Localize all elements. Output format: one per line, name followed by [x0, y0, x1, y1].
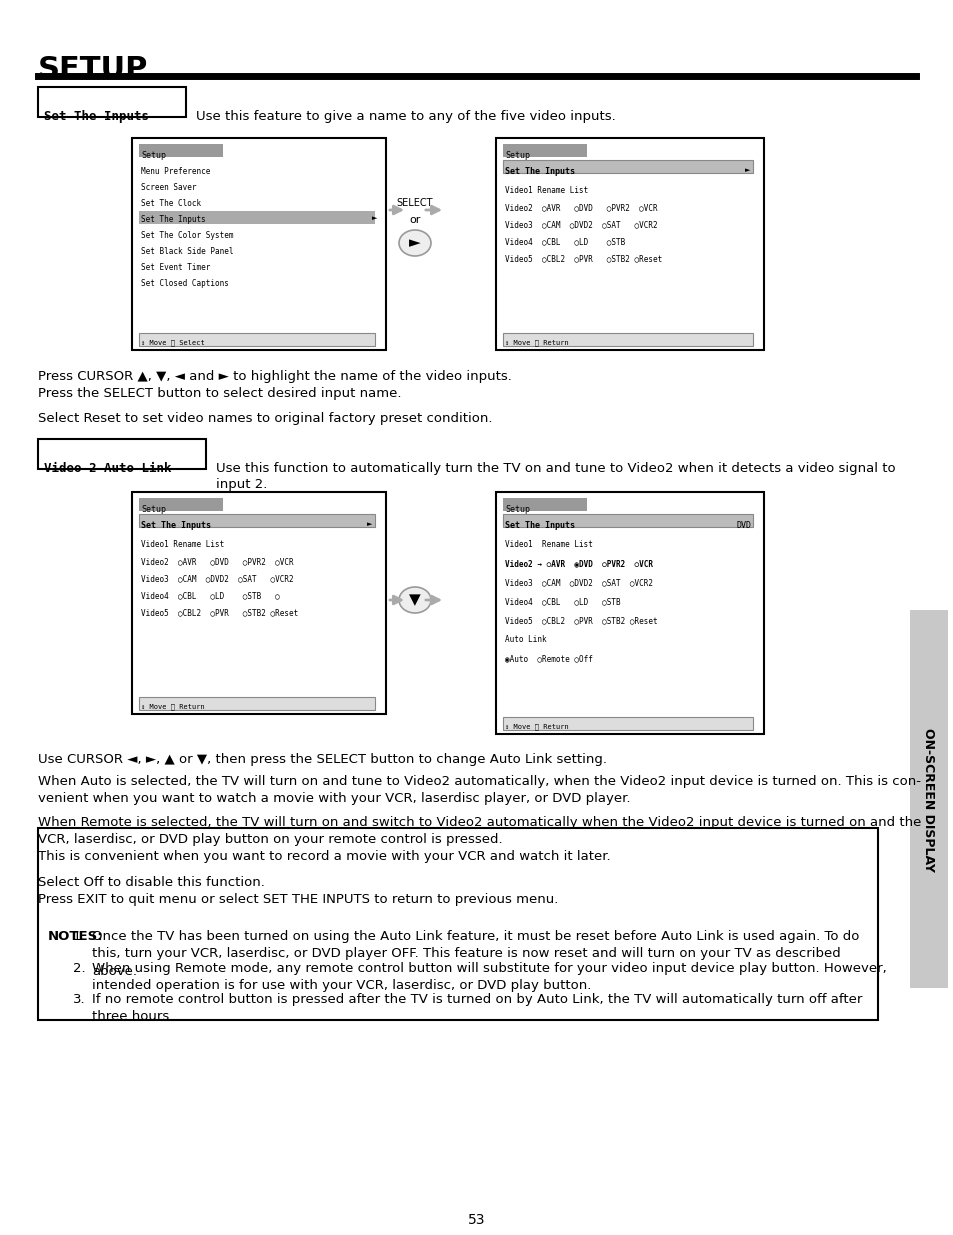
Ellipse shape: [398, 587, 431, 613]
Text: Setup: Setup: [141, 151, 166, 161]
Text: 3.: 3.: [73, 993, 86, 1007]
Bar: [139, 333, 375, 346]
Text: Select Reset to set video names to original factory preset condition.: Select Reset to set video names to origi…: [38, 412, 492, 425]
Text: venient when you want to watch a movie with your VCR, laserdisc player, or DVD p: venient when you want to watch a movie w…: [38, 792, 630, 805]
Text: Video3  ○CAM  ○DVD2  ○SAT  ○VCR2: Video3 ○CAM ○DVD2 ○SAT ○VCR2: [504, 578, 652, 587]
Text: ►: ►: [744, 167, 749, 173]
Text: Press EXIT to quit menu or select SET THE INPUTS to return to previous menu.: Press EXIT to quit menu or select SET TH…: [38, 893, 558, 906]
Text: 53: 53: [468, 1213, 485, 1228]
Text: Video3  ○CAM  ○DVD2  ○SAT   ○VCR2: Video3 ○CAM ○DVD2 ○SAT ○VCR2: [504, 220, 657, 228]
Text: Auto Link: Auto Link: [504, 635, 546, 643]
Text: Screen Saver: Screen Saver: [141, 183, 196, 191]
Bar: [502, 718, 752, 730]
Text: ▼: ▼: [409, 593, 420, 608]
Text: or: or: [409, 215, 420, 225]
Text: 1.: 1.: [73, 930, 86, 944]
Bar: [132, 138, 386, 350]
Text: Use CURSOR ◄, ►, ▲ or ▼, then press the SELECT button to change Auto Link settin: Use CURSOR ◄, ►, ▲ or ▼, then press the …: [38, 753, 606, 766]
Bar: [132, 492, 386, 714]
Text: SETUP: SETUP: [38, 56, 149, 84]
Text: Set The Inputs: Set The Inputs: [504, 167, 575, 177]
Bar: [502, 161, 752, 173]
Text: Set Event Timer: Set Event Timer: [141, 263, 211, 272]
Text: Video2  ○AVR   ○DVD   ○PVR2  ○VCR: Video2 ○AVR ○DVD ○PVR2 ○VCR: [141, 557, 294, 566]
Text: Video2  ○AVR   ○DVD   ○PVR2  ○VCR: Video2 ○AVR ○DVD ○PVR2 ○VCR: [504, 203, 657, 212]
Text: Video1  Rename List: Video1 Rename List: [504, 540, 592, 550]
Text: Set The Inputs: Set The Inputs: [141, 521, 211, 530]
Text: When Auto is selected, the TV will turn on and tune to Video2 automatically, whe: When Auto is selected, the TV will turn …: [38, 776, 920, 788]
Text: 2.: 2.: [73, 962, 86, 974]
Bar: [496, 492, 763, 734]
Text: Video2 → ○AVR  ◉DVD  ○PVR2  ○VCR: Video2 → ○AVR ◉DVD ○PVR2 ○VCR: [504, 559, 652, 568]
Text: Set The Inputs: Set The Inputs: [141, 215, 206, 224]
Text: Use this function to automatically turn the TV on and tune to Video2 when it det: Use this function to automatically turn …: [215, 462, 895, 475]
Text: Video1 Rename List: Video1 Rename List: [141, 540, 224, 550]
Text: Set The Inputs: Set The Inputs: [504, 521, 575, 530]
Text: DVD: DVD: [737, 521, 751, 530]
Text: ►: ►: [372, 215, 377, 221]
Bar: [38, 86, 186, 117]
Text: If no remote control button is pressed after the TV is turned on by Auto Link, t: If no remote control button is pressed a…: [91, 993, 862, 1024]
Bar: [139, 144, 223, 157]
Text: Set The Inputs: Set The Inputs: [44, 110, 149, 124]
Text: Setup: Setup: [504, 151, 530, 161]
Text: Set Closed Captions: Set Closed Captions: [141, 279, 229, 288]
Bar: [38, 438, 206, 469]
Text: Set Black Side Panel: Set Black Side Panel: [141, 247, 233, 256]
Text: Once the TV has been turned on using the Auto Link feature, it must be reset bef: Once the TV has been turned on using the…: [91, 930, 859, 978]
Text: input 2.: input 2.: [215, 478, 267, 492]
Text: Video1 Rename List: Video1 Rename List: [504, 186, 588, 195]
Text: ◉Auto  ○Remote ○Off: ◉Auto ○Remote ○Off: [504, 655, 592, 663]
Text: Video5  ○CBL2  ○PVR  ○STB2 ○Reset: Video5 ○CBL2 ○PVR ○STB2 ○Reset: [504, 616, 657, 625]
Bar: [502, 333, 752, 346]
Text: Set The Clock: Set The Clock: [141, 199, 201, 207]
Ellipse shape: [398, 230, 431, 256]
Bar: [909, 610, 947, 988]
Text: Use this feature to give a name to any of the five video inputs.: Use this feature to give a name to any o…: [195, 110, 615, 124]
Bar: [496, 138, 763, 350]
Text: When using Remote mode, any remote control button will substitute for your video: When using Remote mode, any remote contr…: [91, 962, 886, 993]
Text: When Remote is selected, the TV will turn on and switch to Video2 automatically : When Remote is selected, the TV will tur…: [38, 816, 921, 829]
Text: Video5  ○CBL2  ○PVR   ○STB2 ○Reset: Video5 ○CBL2 ○PVR ○STB2 ○Reset: [141, 608, 298, 618]
Text: ↕ Move Ⓟ Return: ↕ Move Ⓟ Return: [504, 722, 568, 730]
Text: ON-SCREEN DISPLAY: ON-SCREEN DISPLAY: [922, 729, 935, 872]
Text: Video4  ○CBL   ○LD    ○STB   ○: Video4 ○CBL ○LD ○STB ○: [141, 592, 279, 600]
Text: Set The Color System: Set The Color System: [141, 231, 233, 240]
Text: Setup: Setup: [504, 505, 530, 514]
Bar: [502, 498, 586, 511]
Bar: [502, 144, 586, 157]
Bar: [38, 827, 877, 1020]
Text: ►: ►: [366, 521, 372, 527]
Text: This is convenient when you want to record a movie with your VCR and watch it la: This is convenient when you want to reco…: [38, 850, 610, 863]
Text: ↕ Move Ⓟ Return: ↕ Move Ⓟ Return: [504, 338, 568, 346]
Text: SELECT: SELECT: [396, 198, 433, 207]
Text: Video4  ○CBL   ○LD    ○STB: Video4 ○CBL ○LD ○STB: [504, 237, 624, 246]
Bar: [139, 514, 375, 527]
Bar: [139, 697, 375, 710]
Text: Video3  ○CAM  ○DVD2  ○SAT   ○VCR2: Video3 ○CAM ○DVD2 ○SAT ○VCR2: [141, 574, 294, 583]
Text: Setup: Setup: [141, 505, 166, 514]
Bar: [502, 514, 752, 527]
Text: Video4  ○CBL   ○LD   ○STB: Video4 ○CBL ○LD ○STB: [504, 597, 620, 606]
Text: ►: ►: [409, 236, 420, 251]
Text: Press the SELECT button to select desired input name.: Press the SELECT button to select desire…: [38, 387, 401, 400]
Text: Select Off to disable this function.: Select Off to disable this function.: [38, 876, 265, 889]
Text: ↕ Move Ⓟ Return: ↕ Move Ⓟ Return: [141, 703, 205, 710]
Text: ↕ Move Ⓟ Select: ↕ Move Ⓟ Select: [141, 338, 205, 346]
Text: Menu Preference: Menu Preference: [141, 167, 211, 177]
Text: Video5  ○CBL2  ○PVR   ○STB2 ○Reset: Video5 ○CBL2 ○PVR ○STB2 ○Reset: [504, 254, 661, 263]
Text: VCR, laserdisc, or DVD play button on your remote control is pressed.: VCR, laserdisc, or DVD play button on yo…: [38, 832, 502, 846]
Text: Press CURSOR ▲, ▼, ◄ and ► to highlight the name of the video inputs.: Press CURSOR ▲, ▼, ◄ and ► to highlight …: [38, 370, 512, 383]
Text: NOTES:: NOTES:: [48, 930, 104, 944]
Text: Video 2 Auto Link: Video 2 Auto Link: [44, 462, 172, 475]
Bar: [139, 211, 375, 224]
Bar: [139, 498, 223, 511]
